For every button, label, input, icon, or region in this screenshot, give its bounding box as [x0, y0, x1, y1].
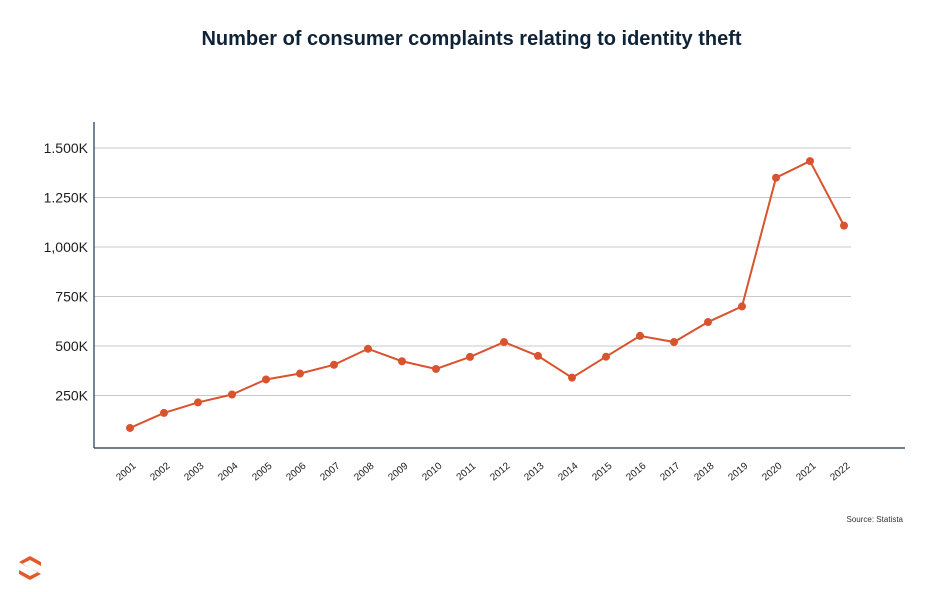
- x-tick-label: 2016: [624, 460, 648, 483]
- grid-lines: [94, 147, 851, 396]
- data-point: [194, 398, 202, 407]
- x-tick-label: 2013: [522, 460, 546, 483]
- x-tick-label: 2001: [114, 460, 138, 483]
- data-point: [160, 408, 168, 417]
- data-point: [568, 373, 576, 382]
- data-point: [466, 352, 474, 361]
- x-tick-label: 2012: [488, 460, 512, 483]
- y-tick-label: 250K: [55, 388, 88, 404]
- axes: [93, 122, 905, 449]
- source-note: Source: Statista: [846, 515, 903, 524]
- x-tick-label: 2009: [386, 460, 410, 483]
- x-tick-label: 2015: [590, 460, 614, 483]
- y-tick-label: 500K: [55, 338, 88, 354]
- y-axis-ticks: 250K 500K 750K 1,000K 1.250K 1.500K: [44, 140, 89, 404]
- x-tick-label: 2019: [726, 460, 750, 483]
- data-point: [806, 157, 814, 166]
- data-point: [602, 352, 610, 361]
- data-point: [534, 351, 542, 360]
- data-point: [738, 302, 746, 311]
- y-tick-label: 1.250K: [44, 190, 89, 206]
- data-point: [840, 221, 848, 230]
- statista-s-logo-icon: [19, 556, 41, 580]
- series-line: [129, 159, 845, 429]
- data-point: [398, 357, 406, 366]
- x-tick-label: 2014: [556, 460, 580, 483]
- x-tick-label: 2003: [182, 460, 206, 483]
- x-tick-label: 2020: [760, 460, 784, 483]
- x-tick-label: 2017: [658, 460, 682, 483]
- x-tick-label: 2022: [828, 460, 852, 483]
- data-point: [262, 375, 270, 384]
- x-tick-label: 2021: [794, 460, 818, 483]
- data-point: [364, 344, 372, 353]
- x-tick-label: 2002: [148, 460, 172, 483]
- data-point: [228, 390, 236, 399]
- x-tick-label: 2004: [216, 460, 240, 483]
- x-tick-label: 2018: [692, 460, 716, 483]
- y-tick-label: 1,000K: [44, 239, 89, 255]
- y-tick-label: 750K: [55, 289, 88, 305]
- data-point: [772, 173, 780, 182]
- data-point: [296, 369, 304, 378]
- x-tick-label: 2010: [420, 460, 444, 483]
- data-series: [126, 157, 848, 432]
- x-tick-label: 2007: [318, 460, 342, 483]
- x-axis-ticks: 2001 2002 2003 2004 2005 2006 2007 2008 2009 2010…: [114, 460, 852, 483]
- data-point: [330, 360, 338, 369]
- data-point: [704, 318, 712, 327]
- x-tick-label: 2006: [284, 460, 308, 483]
- data-point: [500, 338, 508, 347]
- x-tick-label: 2005: [250, 460, 274, 483]
- x-tick-label: 2011: [455, 461, 479, 484]
- data-point: [636, 331, 644, 340]
- data-point: [432, 364, 440, 373]
- data-point: [126, 423, 134, 432]
- data-point: [670, 338, 678, 347]
- y-tick-label: 1.500K: [44, 140, 89, 156]
- x-tick-label: 2008: [352, 460, 376, 483]
- chart-title: Number of consumer complaints relating t…: [201, 28, 742, 50]
